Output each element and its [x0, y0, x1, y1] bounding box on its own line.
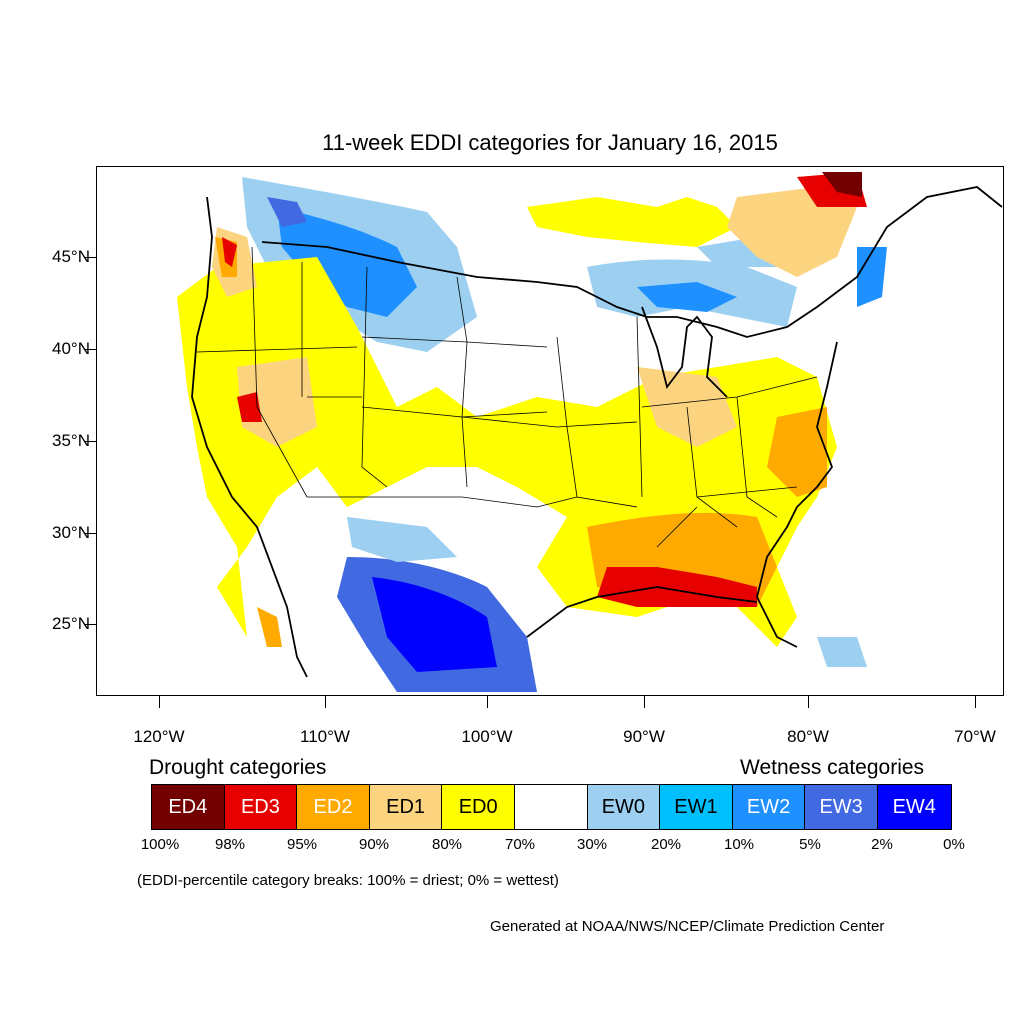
lon-label: 110°W [300, 727, 350, 746]
lon-label: 80°W [787, 727, 829, 746]
legend-box-ed2: ED2 [297, 785, 370, 829]
legend-box-ed0: ED0 [442, 785, 515, 829]
eddi-map [177, 172, 1003, 692]
category-legend: ED4 ED3 ED2 ED1 ED0 EW0 EW1 EW2 EW3 EW4 [151, 784, 952, 830]
legend-box-normal [514, 785, 588, 829]
percent-break: 0% [943, 836, 965, 853]
percent-break: 70% [504, 836, 536, 853]
wetness-regions [242, 177, 887, 692]
state-borders [196, 246, 818, 548]
drought-regions [177, 172, 867, 647]
legend-box-ed1: ED1 [369, 785, 443, 829]
lon-tick [487, 696, 488, 708]
lat-tick [84, 533, 96, 534]
lon-tick [808, 696, 809, 708]
percent-break: 10% [723, 836, 755, 853]
wetness-header: Wetness categories [740, 756, 925, 779]
percent-break: 20% [650, 836, 682, 853]
legend-box-ew0: EW0 [587, 785, 661, 829]
lat-label: 45°N [52, 247, 90, 266]
lat-label: 35°N [52, 431, 90, 450]
legend-box-ew2: EW2 [732, 785, 806, 829]
lon-label: 100°W [461, 727, 513, 746]
lon-label: 70°W [954, 727, 996, 746]
lat-tick [84, 349, 96, 350]
lon-label: 90°W [623, 727, 665, 746]
percent-break: 2% [871, 836, 893, 853]
lat-tick [84, 624, 96, 625]
category-note: (EDDI-percentile category breaks: 100% =… [137, 872, 559, 889]
lon-tick [325, 696, 326, 708]
percent-break: 90% [358, 836, 390, 853]
lat-label: 40°N [52, 339, 90, 358]
legend-box-ew1: EW1 [660, 785, 733, 829]
coastlines [191, 186, 1003, 678]
percent-break: 100% [140, 836, 180, 853]
legend-box-ew4: EW4 [877, 785, 951, 829]
drought-header: Drought categories [149, 756, 327, 779]
lon-tick [644, 696, 645, 708]
map-title: 11-week EDDI categories for January 16, … [322, 130, 778, 155]
percent-break: 98% [214, 836, 246, 853]
map-area [96, 166, 1004, 696]
percent-break: 30% [576, 836, 608, 853]
lat-tick [84, 257, 96, 258]
lat-label: 30°N [52, 523, 90, 542]
percent-break: 95% [286, 836, 318, 853]
percent-break: 5% [799, 836, 821, 853]
legend-box-ed4: ED4 [152, 785, 225, 829]
lon-tick [159, 696, 160, 708]
lon-label: 120°W [133, 727, 185, 746]
percent-break: 80% [431, 836, 463, 853]
legend-box-ew3: EW3 [805, 785, 878, 829]
lat-tick [84, 441, 96, 442]
legend-box-ed3: ED3 [224, 785, 298, 829]
lat-label: 25°N [52, 614, 90, 633]
credit-text: Generated at NOAA/NWS/NCEP/Climate Predi… [490, 918, 885, 935]
lon-tick [975, 696, 976, 708]
